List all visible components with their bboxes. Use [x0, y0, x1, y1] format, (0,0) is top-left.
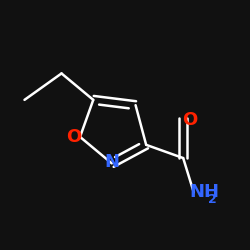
Text: NH: NH — [190, 184, 220, 202]
Text: O: O — [66, 128, 81, 146]
Text: N: N — [104, 153, 119, 171]
Text: O: O — [182, 111, 198, 129]
Text: 2: 2 — [208, 192, 217, 205]
